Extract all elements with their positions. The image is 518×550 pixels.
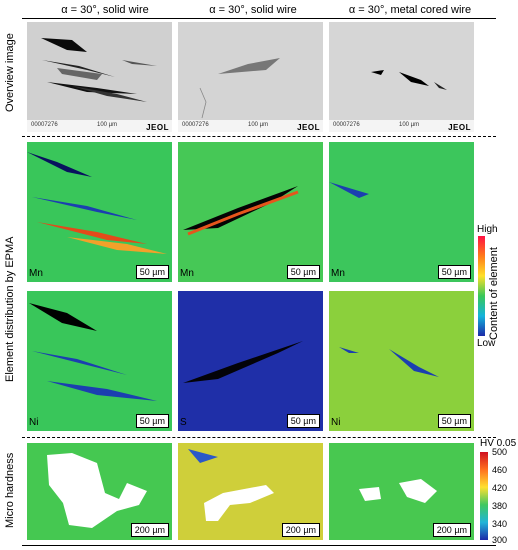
element-label: Mn: [331, 268, 345, 279]
scale-bar: 50 µm: [286, 265, 320, 279]
hv-tick-460: 460: [492, 465, 508, 475]
sem-image-2: 00007276 100 µm JEOL: [178, 22, 323, 132]
element-label: Mn: [29, 268, 43, 279]
epma-mn-map-1: Mn 50 µm: [27, 142, 172, 282]
column-title-2: α = 30°, solid wire: [209, 4, 297, 16]
epma-colorbar-title: Content of element: [488, 247, 500, 340]
sem-scale: 100 µm: [248, 122, 269, 128]
column-title-3: α = 30°, metal cored wire: [348, 4, 472, 16]
sem-image-1: 00007276 100 µm JEOL: [27, 22, 172, 132]
scale-bar: 50 µm: [437, 265, 471, 279]
jeol-logo: JEOL: [146, 123, 169, 132]
jeol-logo: JEOL: [297, 123, 320, 132]
row-label-epma: Element distribution by EPMA: [4, 236, 16, 382]
scale-bar: 200 µm: [130, 523, 169, 537]
hv-tick-420: 420: [492, 483, 508, 493]
hv-colorbar: [480, 452, 488, 540]
element-label: Ni: [29, 417, 39, 428]
row-label-hardness: Micro hardness: [4, 452, 16, 528]
hardness-map-3: 200 µm: [329, 443, 474, 540]
epma-ni-map-1: Ni 50 µm: [27, 291, 172, 431]
element-label: Mn: [180, 268, 194, 279]
epma-colorbar-high: High: [477, 224, 498, 235]
column-title-1: α = 30°, solid wire: [61, 4, 149, 16]
sem-scale: 100 µm: [97, 122, 118, 128]
bottom-rule: [22, 545, 496, 546]
epma-colorbar-low: Low: [477, 338, 496, 349]
hv-tick-340: 340: [492, 519, 508, 529]
scale-bar: 50 µm: [437, 414, 471, 428]
epma-colorbar: [478, 236, 485, 336]
epma-s-map-2: S 50 µm: [178, 291, 323, 431]
divider-epma: [22, 437, 496, 438]
scale-bar: 200 µm: [432, 523, 471, 537]
scale-bar: 200 µm: [281, 523, 320, 537]
epma-mn-map-3: Mn 50 µm: [329, 142, 474, 282]
scale-bar: 50 µm: [286, 414, 320, 428]
jeol-logo: JEOL: [448, 123, 471, 132]
epma-ni-map-3: Ni 50 µm: [329, 291, 474, 431]
scale-bar: 50 µm: [135, 414, 169, 428]
hv-tick-300: 300: [492, 535, 508, 545]
hardness-map-1: 200 µm: [27, 443, 172, 540]
sem-image-3: 00007276 100 µm JEOL: [329, 22, 474, 132]
sem-code: 00007276: [333, 122, 360, 128]
row-label-overview: Overview image: [4, 33, 16, 112]
top-rule: [22, 18, 496, 19]
hv-colorbar-title: HV 0.05: [480, 438, 517, 449]
hardness-map-2: 200 µm: [178, 443, 323, 540]
scale-bar: 50 µm: [135, 265, 169, 279]
sem-code: 00007276: [31, 122, 58, 128]
sem-code: 00007276: [182, 122, 209, 128]
hv-tick-380: 380: [492, 501, 508, 511]
element-label: S: [180, 417, 187, 428]
epma-mn-map-2: Mn 50 µm: [178, 142, 323, 282]
sem-scale: 100 µm: [399, 122, 420, 128]
element-label: Ni: [331, 417, 341, 428]
hv-tick-500: 500: [492, 447, 508, 457]
divider-overview: [22, 136, 496, 137]
